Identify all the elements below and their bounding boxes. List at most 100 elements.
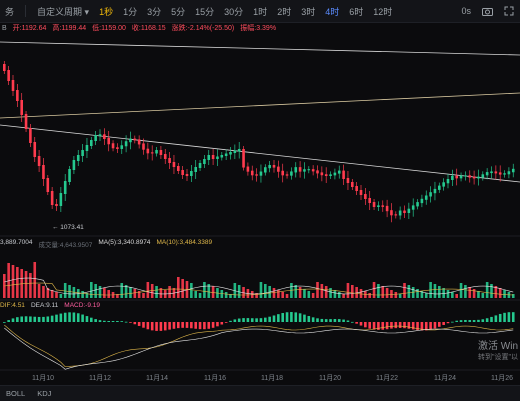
macd-bar (277, 314, 280, 322)
candle-body (311, 169, 315, 172)
camera-icon[interactable] (480, 4, 494, 18)
candle-body (50, 191, 54, 205)
macd-bar (233, 319, 237, 322)
volume-bar (485, 282, 489, 298)
volume-bar (394, 292, 398, 298)
candle-body (398, 210, 402, 216)
candle-body (16, 90, 19, 101)
volume-bar (220, 290, 224, 298)
volume-bar (203, 282, 206, 298)
change-value: 涨跌:-2.14%(-25.50) (171, 25, 235, 32)
macd-indicator-line: DIF:4.51 DEA:9.11 MACD:-9.19 (0, 302, 100, 309)
timeframe-3h[interactable]: 3时 (301, 6, 316, 17)
volume-bar (407, 285, 411, 298)
timeframe-5m[interactable]: 5分 (171, 6, 186, 17)
volume-bar (359, 289, 363, 298)
timeframe-2h[interactable]: 2时 (277, 6, 292, 17)
low-price-label: ← 1073.41 (52, 224, 84, 231)
volume-bar (146, 282, 150, 298)
timeframe-4h[interactable]: 4时 (325, 6, 340, 17)
candle-body (464, 175, 467, 177)
volume-bar (333, 290, 337, 298)
volume-ma5-line (4, 277, 514, 295)
tab-kdj[interactable]: KDJ (37, 389, 52, 398)
candle-body (246, 166, 250, 172)
macd-bar (411, 322, 415, 330)
candle-body (68, 169, 71, 182)
macd-bar (129, 322, 132, 323)
volume-bar (224, 292, 228, 298)
candle-body (224, 153, 228, 156)
volume-bar (385, 288, 389, 298)
timeframe-1h[interactable]: 1时 (253, 6, 268, 17)
volume-bar (403, 283, 406, 298)
volume-bar (150, 284, 154, 298)
tab-boll[interactable]: BOLL (6, 389, 26, 398)
volume-bar (229, 294, 232, 298)
macd-bar (294, 312, 298, 322)
timeframe-15m[interactable]: 15分 (195, 6, 215, 17)
candle-body (85, 145, 89, 151)
candle-body (163, 154, 167, 159)
timeframe-toolbar: 务 自定义周期 ▾ 1秒 1分 3分 5分 15分 30分 1时 2时 3时 4… (0, 0, 520, 23)
volume-bar (351, 285, 354, 298)
timeframe-12h[interactable]: 12时 (373, 6, 393, 17)
candle-body (194, 167, 197, 172)
candle-body (63, 181, 67, 194)
volume-bar (420, 291, 424, 298)
volume-bar (324, 286, 328, 298)
candle-body (159, 150, 163, 155)
volume-bar (211, 286, 215, 298)
volume-bar (438, 286, 441, 298)
timeframe-0s[interactable]: 0s (461, 6, 471, 16)
candle-body (403, 210, 406, 213)
candle-body (355, 186, 358, 191)
candle-body (446, 179, 450, 184)
macd-bar (424, 322, 428, 331)
macd-bar (81, 314, 84, 322)
toolbar-lead: 务 (5, 6, 15, 17)
macd-bar (177, 322, 180, 329)
macd-bar (438, 322, 441, 327)
volume-bar (133, 289, 137, 298)
volume-bar (494, 286, 498, 298)
candle-body (268, 165, 271, 169)
timeframe-3m[interactable]: 3分 (147, 6, 162, 17)
macd-bar (7, 320, 10, 322)
macd-bar (264, 317, 267, 322)
volume-bar (181, 279, 184, 298)
volume-bar (168, 286, 171, 298)
candle-body (220, 155, 224, 158)
candle-body (72, 160, 76, 170)
candle-body (420, 198, 424, 204)
candle-body (250, 170, 254, 176)
macd-bar (320, 318, 324, 322)
candle-body (329, 174, 332, 176)
volume-bar (490, 284, 493, 298)
ma5-value: MA(5):3,340.8974 (98, 239, 151, 246)
candle-body (111, 143, 115, 149)
candle-body (198, 163, 202, 168)
macd-bar (246, 318, 250, 322)
macd-bar (155, 322, 158, 331)
macd-bar (359, 322, 363, 326)
custom-period-dropdown[interactable]: 自定义周期 ▾ (37, 6, 90, 17)
candle-body (411, 205, 415, 210)
timeframe-6h[interactable]: 6时 (349, 6, 364, 17)
macd-bar (398, 322, 402, 328)
macd-bar (185, 322, 189, 328)
volume-bar (377, 284, 380, 298)
timeframe-1s[interactable]: 1秒 (99, 6, 114, 17)
timeframe-30m[interactable]: 30分 (224, 6, 244, 17)
timeframe-1m[interactable]: 1分 (123, 6, 138, 17)
volume-bar (498, 288, 502, 298)
macd-bar (255, 318, 258, 322)
volume-bar (16, 267, 19, 298)
low-value: 低:1159.00 (92, 25, 126, 32)
macd-bar (485, 318, 489, 322)
candle-body (11, 80, 15, 91)
macd-bar (342, 319, 345, 322)
candle-body (177, 166, 180, 171)
candlestick-chart[interactable] (0, 0, 520, 385)
expand-icon[interactable] (502, 4, 516, 18)
